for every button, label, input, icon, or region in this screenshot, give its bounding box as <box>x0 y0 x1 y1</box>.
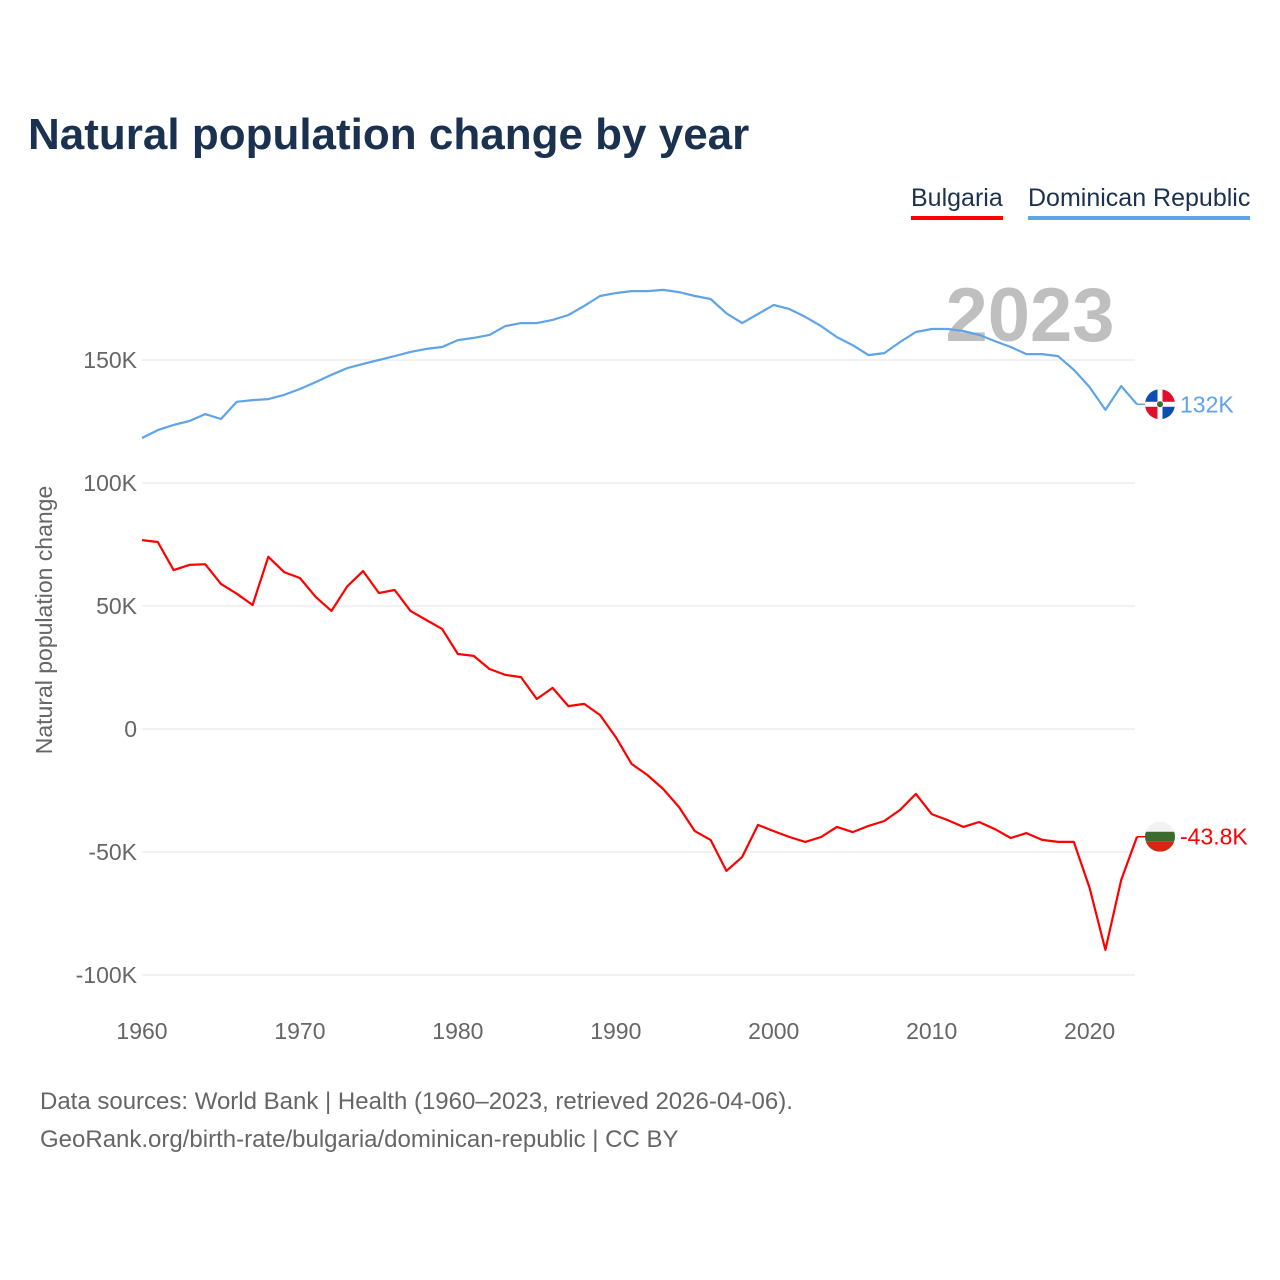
y-tick-label: -100K <box>76 962 138 988</box>
y-tick-label: 50K <box>96 593 138 619</box>
bulgaria-flag-icon <box>1145 821 1175 852</box>
x-tick-label: 2010 <box>906 1018 957 1044</box>
end-value-label: 132K <box>1180 391 1234 417</box>
legend-item-dominican-republic[interactable]: Dominican Republic <box>1028 184 1251 220</box>
year-watermark: 2023 <box>945 273 1114 358</box>
y-tick-label: -50K <box>88 839 137 865</box>
x-tick-label: 1960 <box>116 1018 167 1044</box>
end-value-label: -43.8K <box>1180 824 1248 850</box>
x-tick-label: 1990 <box>590 1018 641 1044</box>
y-tick-label: 100K <box>83 470 137 496</box>
x-tick-label: 2000 <box>748 1018 799 1044</box>
chart-title: Natural population change by year <box>28 110 750 159</box>
dominican-republic-flag-icon <box>1145 389 1175 420</box>
legend-item-bulgaria[interactable]: Bulgaria <box>911 184 1003 220</box>
footer-attribution[interactable]: GeoRank.org/birth-rate/bulgaria/dominica… <box>40 1126 679 1153</box>
series-line-dominican-republic[interactable] <box>141 288 1138 439</box>
y-axis-label: Natural population change <box>31 486 57 755</box>
x-tick-label: 1970 <box>274 1018 325 1044</box>
x-tick-label: 2020 <box>1064 1018 1115 1044</box>
footer-sources: Data sources: World Bank | Health (1960–… <box>40 1088 793 1115</box>
y-tick-label: 0 <box>124 716 137 742</box>
y-tick-label: 150K <box>83 347 137 373</box>
series-line-bulgaria[interactable] <box>141 539 1139 952</box>
x-tick-label: 1980 <box>432 1018 483 1044</box>
